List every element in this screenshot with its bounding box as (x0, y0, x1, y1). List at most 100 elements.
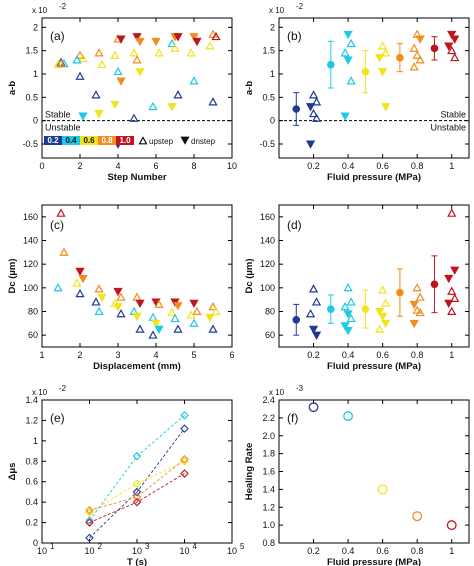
panel-c-point (148, 330, 158, 339)
panel-b-xtick-label: 0.2 (307, 161, 320, 171)
panel-c-point (113, 303, 123, 312)
panel-c-point (170, 313, 180, 323)
panel-f-ytick-label: 0.8 (262, 538, 275, 548)
panel-d-point (311, 331, 322, 341)
panel-a-point (208, 29, 218, 38)
panel-f-ytick-label: 2.2 (262, 413, 275, 423)
panel-a-point (110, 50, 120, 59)
panel-d-point (409, 300, 419, 310)
panel-a-xtick-label: 8 (191, 161, 196, 171)
panel-b-mean-point (396, 53, 404, 62)
panel-d-ytick-label: 100 (260, 283, 275, 293)
panel-c-label: (c) (50, 218, 64, 232)
panel-b-xtick-label: 0.6 (376, 161, 389, 171)
colorbar-label: 0.8 (101, 136, 113, 145)
panel-e-xlabel: T (s) (127, 557, 147, 566)
panel-d-ytick-label: 160 (260, 212, 275, 222)
panel-a-xtick-label: 0 (39, 161, 44, 171)
panel-b-point (381, 103, 391, 112)
panel-b-point (340, 112, 350, 121)
panel-d-point (415, 307, 425, 317)
panel-f-xtick-label: 0.4 (342, 546, 355, 556)
panel-b-multiplier-exp: -2 (296, 2, 304, 11)
panel-d-point (447, 286, 457, 295)
panel-c-xtick-label: 2 (77, 350, 82, 360)
legend-upstep-label: upstep (149, 137, 174, 146)
panel-d-point (308, 325, 319, 335)
panel-d-point (450, 293, 460, 302)
panel-c-point (75, 288, 85, 298)
panel-c-point (173, 302, 183, 311)
panel-e-frame (41, 399, 233, 544)
panel-b-point (412, 50, 422, 59)
panel-a-point (97, 59, 107, 69)
panel-c-point (173, 324, 183, 333)
annotation-unstable: Unstable (45, 123, 81, 133)
panel-b-multiplier: x 10 (269, 6, 285, 15)
panel-c-ytick-label: 160 (23, 212, 38, 222)
panel-f-ylabel: Healing Rate (244, 443, 255, 501)
panel-f-xtick-label: 0.8 (411, 546, 424, 556)
panel-d-point (346, 297, 356, 306)
panel-c-point (97, 293, 107, 303)
panel-c-point (208, 301, 218, 311)
panel-a-point (135, 37, 145, 47)
panel-c-point (135, 299, 145, 309)
panel-d-point (447, 306, 457, 315)
panel-e-point (132, 479, 142, 489)
panel-d-xtick-label: 0.4 (342, 350, 355, 360)
panel-c-point (116, 309, 126, 318)
panel-c-point (189, 299, 199, 309)
panel-a-point (56, 58, 66, 68)
panel-a-ytick-label: 1 (33, 69, 38, 79)
panel-d-point (415, 292, 425, 301)
panel-c-point (148, 312, 158, 321)
panel-e-xtick-label: 10 (37, 546, 47, 556)
panel-c-ytick-label: 120 (23, 259, 38, 269)
panel-e-point (180, 469, 189, 478)
colorbar-label: 1.0 (119, 136, 131, 145)
panel-c-point (91, 297, 101, 306)
panel-b-ytick-label: 1 (270, 69, 275, 79)
panel-e-ytick-label: 0.8 (25, 456, 38, 466)
panel-f-xlabel: Fluid pressure (MPa) (327, 557, 421, 566)
panel-c-ylabel: Dc (µm) (7, 258, 18, 293)
panel-a-point (170, 43, 180, 52)
panel-d-ytick-label: 120 (260, 259, 275, 269)
panel-c-ytick-label: 60 (28, 330, 38, 340)
panel-c-point (211, 306, 221, 315)
panel-c-ytick-label: 140 (23, 236, 38, 246)
panel-b-xtick-label: 1 (449, 161, 454, 171)
panel-e-ytick-label: 0.6 (25, 477, 38, 487)
panel-d-frame (278, 204, 470, 348)
panel-a-point (53, 59, 63, 69)
panel-c-xtick-label: 4 (153, 350, 158, 360)
panel-d-point (378, 285, 388, 294)
panel-e-multiplier-exp: -2 (59, 384, 67, 393)
colorbar-swatch (80, 136, 98, 145)
panel-d-point (343, 310, 353, 319)
panel-d-point (308, 284, 319, 293)
panel-c-point (78, 274, 88, 284)
panel-a-point (113, 66, 123, 76)
panel-a-xtick-label: 2 (77, 161, 82, 171)
panel-e-point (132, 492, 142, 502)
panel-b-ytick-label: 0 (270, 116, 275, 126)
panel-c-point (154, 325, 164, 335)
panel-f-ytick-label: 1.8 (262, 449, 275, 459)
panel-f-label: (f) (287, 411, 298, 425)
panel-a-point (167, 103, 177, 112)
panel-b-point (343, 30, 353, 40)
annotation-stable: Stable (45, 110, 71, 120)
panel-e-series-line (89, 458, 185, 511)
panel-e-point (132, 451, 142, 461)
panel-e-point (85, 516, 94, 525)
panel-a-point (78, 112, 88, 121)
panel-a-point (167, 38, 177, 48)
panel-d-point (340, 322, 350, 331)
panel-e-xtick-label: 10 (84, 546, 94, 556)
panel-e-ytick-label: 1 (33, 436, 38, 446)
panel-b-xtick-label: 0.8 (411, 161, 424, 171)
panel-e-series-line (89, 473, 185, 523)
